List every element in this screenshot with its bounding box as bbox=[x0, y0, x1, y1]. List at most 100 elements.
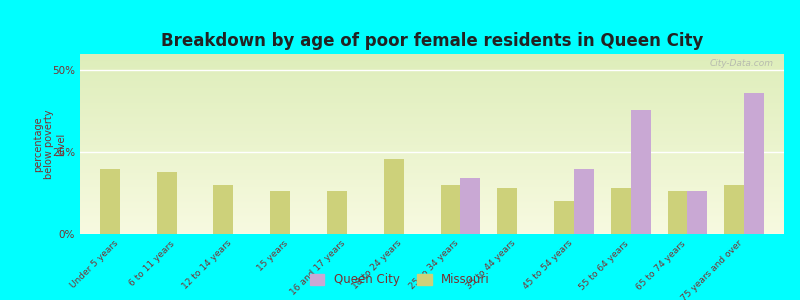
Bar bbox=[80, 182, 784, 183]
Bar bbox=[687, 191, 707, 234]
Bar bbox=[80, 163, 784, 164]
Bar bbox=[80, 104, 784, 105]
Bar bbox=[80, 56, 784, 57]
Bar bbox=[80, 124, 784, 125]
Bar bbox=[80, 226, 784, 227]
Bar bbox=[80, 195, 784, 196]
Bar bbox=[80, 224, 784, 225]
Bar bbox=[80, 87, 784, 88]
Bar bbox=[80, 110, 784, 111]
Bar bbox=[80, 143, 784, 144]
Bar bbox=[80, 141, 784, 142]
Bar bbox=[80, 180, 784, 181]
Bar bbox=[80, 159, 784, 160]
Bar bbox=[80, 166, 784, 167]
Bar bbox=[80, 121, 784, 122]
Bar bbox=[80, 103, 784, 104]
Bar bbox=[80, 65, 784, 66]
Bar bbox=[80, 88, 784, 89]
Title: Breakdown by age of poor female residents in Queen City: Breakdown by age of poor female resident… bbox=[161, 32, 703, 50]
Bar bbox=[80, 202, 784, 203]
Bar bbox=[80, 189, 784, 190]
Bar bbox=[80, 140, 784, 141]
Bar bbox=[80, 129, 784, 130]
Bar bbox=[80, 81, 784, 82]
Bar bbox=[80, 152, 784, 153]
Bar bbox=[80, 161, 784, 162]
Bar bbox=[80, 198, 784, 199]
Bar bbox=[744, 93, 764, 234]
Bar bbox=[80, 227, 784, 228]
Bar bbox=[80, 125, 784, 126]
Bar bbox=[80, 211, 784, 212]
Bar bbox=[80, 171, 784, 172]
Bar bbox=[80, 54, 784, 55]
Bar bbox=[80, 66, 784, 67]
Bar bbox=[80, 120, 784, 121]
Bar bbox=[80, 68, 784, 69]
Bar bbox=[80, 190, 784, 191]
Bar bbox=[80, 218, 784, 219]
Bar bbox=[80, 70, 784, 71]
Bar bbox=[80, 229, 784, 230]
Bar bbox=[80, 157, 784, 158]
Bar bbox=[80, 167, 784, 168]
Bar bbox=[80, 222, 784, 223]
Bar bbox=[80, 85, 784, 86]
Bar bbox=[80, 96, 784, 97]
Bar bbox=[327, 191, 347, 234]
Bar bbox=[80, 183, 784, 184]
Bar bbox=[80, 172, 784, 173]
Bar bbox=[80, 137, 784, 138]
Bar bbox=[80, 232, 784, 233]
Bar bbox=[80, 74, 784, 75]
Bar bbox=[80, 93, 784, 94]
Bar bbox=[80, 187, 784, 188]
Bar bbox=[80, 175, 784, 176]
Bar bbox=[214, 185, 234, 234]
Bar bbox=[80, 92, 784, 93]
Bar bbox=[80, 60, 784, 61]
Bar bbox=[80, 58, 784, 59]
Bar bbox=[80, 173, 784, 174]
Bar bbox=[630, 110, 650, 234]
Bar bbox=[80, 212, 784, 213]
Bar bbox=[80, 191, 784, 192]
Bar bbox=[80, 197, 784, 198]
Bar bbox=[80, 148, 784, 149]
Legend: Queen City, Missouri: Queen City, Missouri bbox=[306, 269, 494, 291]
Bar bbox=[80, 181, 784, 182]
Bar bbox=[80, 151, 784, 152]
Bar bbox=[80, 206, 784, 207]
Bar bbox=[80, 186, 784, 187]
Bar bbox=[80, 217, 784, 218]
Bar bbox=[80, 82, 784, 83]
Bar bbox=[80, 119, 784, 120]
Bar bbox=[80, 115, 784, 116]
Bar bbox=[80, 196, 784, 197]
Bar bbox=[384, 159, 404, 234]
Bar bbox=[80, 116, 784, 117]
Bar bbox=[80, 64, 784, 65]
Bar bbox=[80, 113, 784, 114]
Bar bbox=[574, 169, 594, 234]
Bar bbox=[80, 233, 784, 234]
Bar bbox=[80, 231, 784, 232]
Text: City-Data.com: City-Data.com bbox=[710, 59, 774, 68]
Bar bbox=[80, 111, 784, 112]
Bar bbox=[80, 199, 784, 200]
Bar bbox=[80, 215, 784, 216]
Bar bbox=[80, 158, 784, 159]
Y-axis label: percentage
below poverty
level: percentage below poverty level bbox=[33, 109, 66, 179]
Bar bbox=[80, 108, 784, 109]
Bar bbox=[80, 177, 784, 178]
Bar bbox=[80, 126, 784, 127]
Bar bbox=[498, 188, 517, 234]
Bar bbox=[80, 134, 784, 135]
Bar bbox=[80, 160, 784, 161]
Bar bbox=[80, 179, 784, 180]
Bar bbox=[80, 216, 784, 217]
Bar bbox=[80, 154, 784, 155]
Bar bbox=[80, 174, 784, 175]
Bar bbox=[80, 185, 784, 186]
